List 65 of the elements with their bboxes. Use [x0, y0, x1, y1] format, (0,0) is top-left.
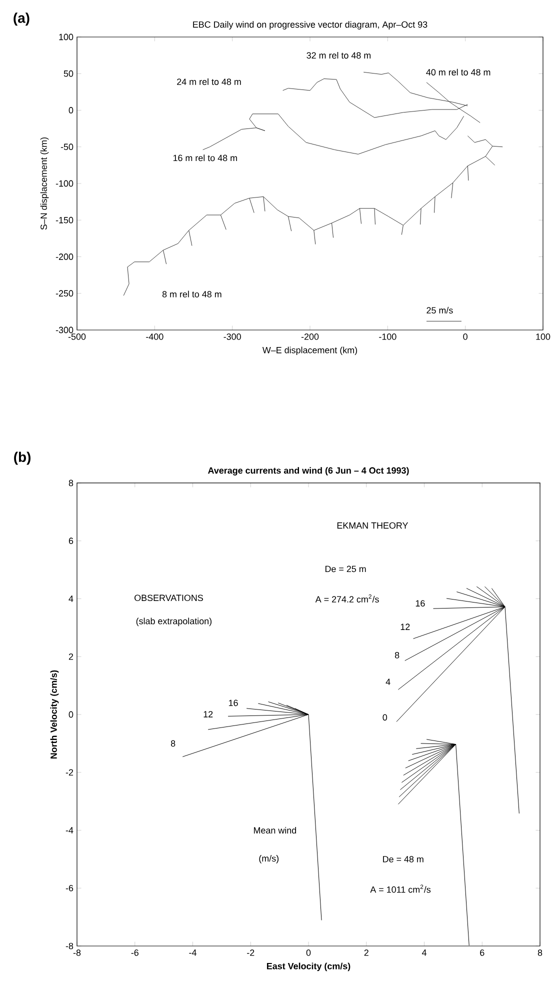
y-tick-label: 0 — [68, 711, 74, 718]
y-axis-title: North Velocity (cm/s) — [50, 670, 59, 758]
annotation: 8 — [170, 740, 176, 747]
x-tick-label: 8 — [538, 950, 542, 956]
y-tick-label: 4 — [68, 596, 74, 602]
x-tick-label: -400 — [146, 334, 164, 340]
y-tick-label: -8 — [66, 942, 74, 950]
annotation: OBSERVATIONS — [134, 594, 203, 602]
annotation: 40 m rel to 48 m — [426, 68, 490, 76]
y-tick-label: -2 — [66, 769, 74, 776]
x-tick-label: -200 — [301, 334, 319, 340]
x-tick-label: 6 — [480, 950, 484, 956]
text: (b) — [14, 452, 30, 465]
x-tick-label: 0 — [306, 950, 311, 956]
annotation: 12 — [204, 711, 213, 718]
annotation: De = 25 m — [325, 566, 366, 572]
x-axis-title: East Velocity (cm/s) — [266, 962, 350, 972]
y-tick-label: 0 — [68, 107, 74, 114]
annotation: 0 — [382, 714, 388, 721]
chart-title: Average currents and wind (6 Jun – 4 Oct 1993) — [208, 467, 409, 476]
x-tick-label: 4 — [422, 950, 426, 956]
y-tick-label: 2 — [68, 653, 74, 660]
x-tick-label: 0 — [463, 334, 468, 340]
y-tick-label: -4 — [66, 827, 74, 834]
x-tick-label: 100 — [536, 334, 550, 340]
annotation: 16 m rel to 48 m — [173, 154, 237, 162]
y-tick-label: 100 — [59, 34, 74, 40]
y-tick-label: -300 — [56, 326, 74, 334]
y-tick-label: 50 — [64, 70, 74, 77]
annotation: EKMAN THEORY — [337, 522, 408, 529]
x-tick-label: -500 — [68, 334, 86, 340]
y-tick-label: -200 — [56, 254, 74, 260]
annotation: A = 274.2 cm$^{2}$/s — [315, 594, 379, 602]
y-tick-label: 6 — [68, 538, 74, 544]
y-tick-label: -250 — [56, 290, 74, 297]
annotation: (slab extrapolation) — [136, 618, 212, 626]
y-axis-title: S–N displacement (km) — [40, 137, 49, 230]
annotation: Mean wind — [254, 826, 296, 834]
annotation: De = 48 m — [383, 856, 424, 862]
y-tick-label: 8 — [68, 480, 74, 486]
x-tick-label: -300 — [224, 334, 241, 340]
annotation: 4 — [386, 678, 390, 685]
x-tick-label: -6 — [131, 950, 138, 956]
x-axis-title: W–E displacement (km) — [262, 346, 358, 356]
annotation: 8 — [394, 652, 400, 658]
y-tick-label: -6 — [66, 884, 74, 892]
annotation: 25 m/s — [426, 306, 453, 314]
x-tick-label: -4 — [189, 950, 196, 956]
annotation: 8 m rel to 48 m — [162, 290, 222, 298]
text: (a) — [14, 12, 30, 26]
y-tick-label: -100 — [56, 180, 74, 187]
x-tick-label: -100 — [379, 334, 396, 340]
annotation: 16 — [228, 700, 238, 706]
x-tick-label: -2 — [247, 950, 254, 956]
y-tick-label: -50 — [60, 144, 74, 150]
annotation: 16 — [416, 600, 425, 607]
chart-title: EBC Daily wind on progressive vector diagram, Apr–Oct 93 — [193, 21, 428, 30]
annotation: 32 m rel to 48 m — [306, 52, 371, 59]
y-tick-label: -150 — [56, 216, 74, 224]
annotation: A = 1011 cm$^{2}$/s — [370, 884, 431, 893]
x-tick-label: 2 — [364, 950, 368, 956]
annotation: (m/s) — [259, 855, 279, 864]
x-tick-label: -8 — [73, 950, 81, 956]
annotation: 12 — [400, 624, 410, 630]
annotation: 24 m rel to 48 m — [177, 78, 241, 85]
